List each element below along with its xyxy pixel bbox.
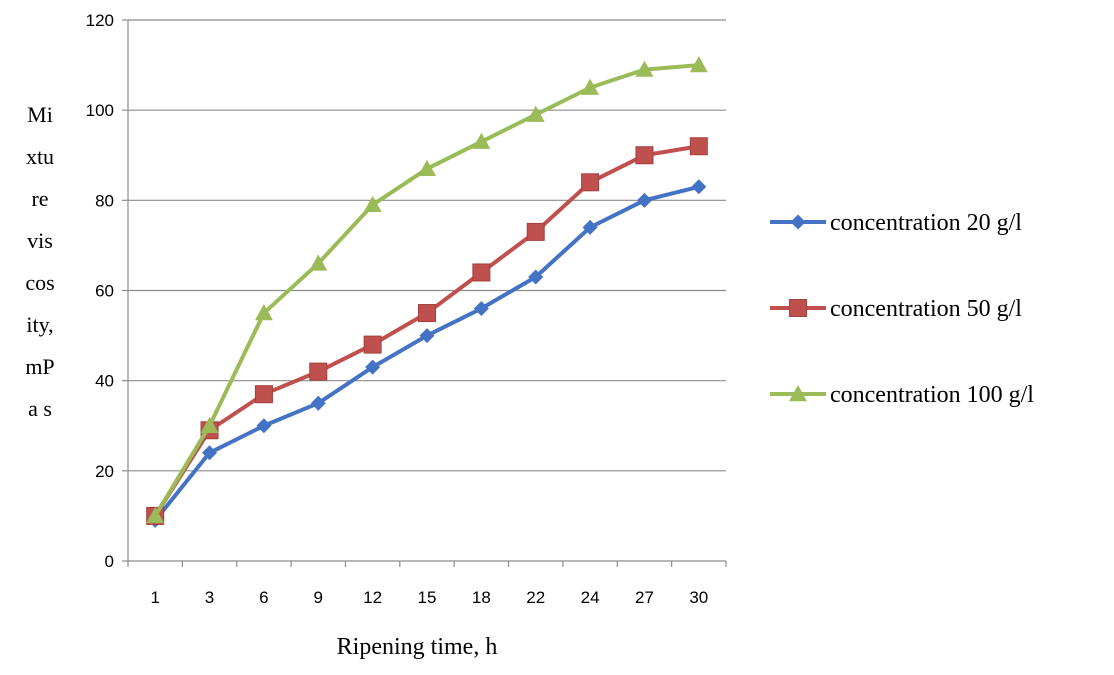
data-point-24 bbox=[581, 78, 600, 95]
x-tick-label-9: 9 bbox=[314, 588, 323, 607]
legend-label: concentration 20 g/l bbox=[830, 210, 1022, 236]
data-point-9 bbox=[310, 395, 326, 411]
legend-entry-1: concentration 20 g/l bbox=[770, 210, 1022, 236]
x-tick-labels: 1 3 6 9 12 15 18 22 24 27 30 bbox=[150, 588, 708, 607]
y-axis-label-line: mP bbox=[25, 354, 54, 379]
axes bbox=[122, 19, 727, 567]
data-point-30 bbox=[691, 179, 707, 195]
data-point-12 bbox=[365, 359, 381, 375]
legend-label: concentration 100 g/l bbox=[830, 382, 1034, 408]
x-tick-label-12: 12 bbox=[363, 588, 382, 607]
data-point-30 bbox=[689, 137, 708, 156]
y-tick-label-60: 60 bbox=[95, 282, 114, 301]
gridlines bbox=[128, 19, 726, 472]
y-axis-label-line: Mi bbox=[27, 102, 53, 127]
y-tick-label-40: 40 bbox=[95, 372, 114, 391]
legend-marker bbox=[790, 214, 806, 230]
x-tick-label-1: 1 bbox=[150, 588, 159, 607]
y-axis-label-line: a s bbox=[28, 396, 52, 421]
data-point-15 bbox=[418, 159, 436, 176]
series-2 bbox=[146, 137, 708, 525]
data-point-27 bbox=[635, 146, 654, 165]
data-point-22 bbox=[526, 105, 545, 122]
data-point-22 bbox=[528, 269, 544, 285]
y-tick-label-100: 100 bbox=[86, 101, 114, 120]
x-tick-label-18: 18 bbox=[472, 588, 491, 607]
x-tick-label-6: 6 bbox=[259, 588, 268, 607]
data-point-6 bbox=[254, 304, 273, 321]
x-axis-label: Ripening time, h bbox=[337, 634, 498, 660]
data-point-6 bbox=[256, 418, 272, 434]
legend-marker bbox=[789, 299, 807, 317]
legend-label: concentration 50 g/l bbox=[830, 296, 1022, 322]
y-axis-label-line: xtu bbox=[26, 144, 54, 169]
y-tick-labels: 0 20 40 60 80 100 120 bbox=[86, 11, 114, 571]
series-1 bbox=[147, 179, 707, 528]
x-tick-label-24: 24 bbox=[581, 588, 600, 607]
data-point-27 bbox=[636, 192, 652, 208]
data-point-24 bbox=[582, 219, 598, 235]
data-point-18 bbox=[472, 263, 491, 282]
data-point-9 bbox=[309, 362, 328, 381]
data-point-12 bbox=[363, 195, 382, 213]
data-point-18 bbox=[473, 301, 489, 317]
y-tick-label-20: 20 bbox=[95, 462, 114, 481]
y-axis-label-line: cos bbox=[25, 270, 54, 295]
x-tick-label-22: 22 bbox=[526, 588, 545, 607]
x-tick-label-30: 30 bbox=[689, 588, 708, 607]
y-tick-label-80: 80 bbox=[95, 191, 114, 210]
data-point-9 bbox=[309, 254, 328, 271]
data-point-27 bbox=[635, 60, 654, 77]
data-point-12 bbox=[363, 335, 382, 354]
y-axis-label: Mi xtu re vis cos ity, mP a s bbox=[25, 102, 54, 421]
x-tick-label-3: 3 bbox=[205, 588, 214, 607]
y-tick-label-120: 120 bbox=[86, 11, 114, 30]
data-point-15 bbox=[419, 328, 435, 344]
legend: concentration 20 g/l concentration 50 g/l… bbox=[770, 210, 1034, 408]
data-point-30 bbox=[689, 56, 708, 73]
data-point-22 bbox=[526, 222, 545, 241]
series-3 bbox=[146, 56, 708, 524]
legend-marker bbox=[789, 385, 807, 402]
legend-entry-3: concentration 100 g/l bbox=[770, 382, 1034, 408]
y-axis-label-line: vis bbox=[27, 228, 53, 253]
data-point-1 bbox=[146, 506, 165, 524]
x-tick-label-27: 27 bbox=[635, 588, 654, 607]
data-point-18 bbox=[472, 132, 491, 149]
data-point-6 bbox=[254, 385, 273, 404]
data-point-15 bbox=[418, 304, 436, 323]
data-point-24 bbox=[581, 173, 600, 192]
y-tick-label-0: 0 bbox=[105, 552, 114, 571]
series-group bbox=[146, 56, 708, 528]
data-point-3 bbox=[202, 445, 218, 461]
y-axis-label-line: ity, bbox=[26, 312, 53, 337]
data-point-3 bbox=[200, 416, 219, 433]
x-tick-label-15: 15 bbox=[418, 588, 437, 607]
y-axis-label-line: re bbox=[31, 186, 48, 211]
legend-entry-2: concentration 50 g/l bbox=[770, 296, 1022, 322]
